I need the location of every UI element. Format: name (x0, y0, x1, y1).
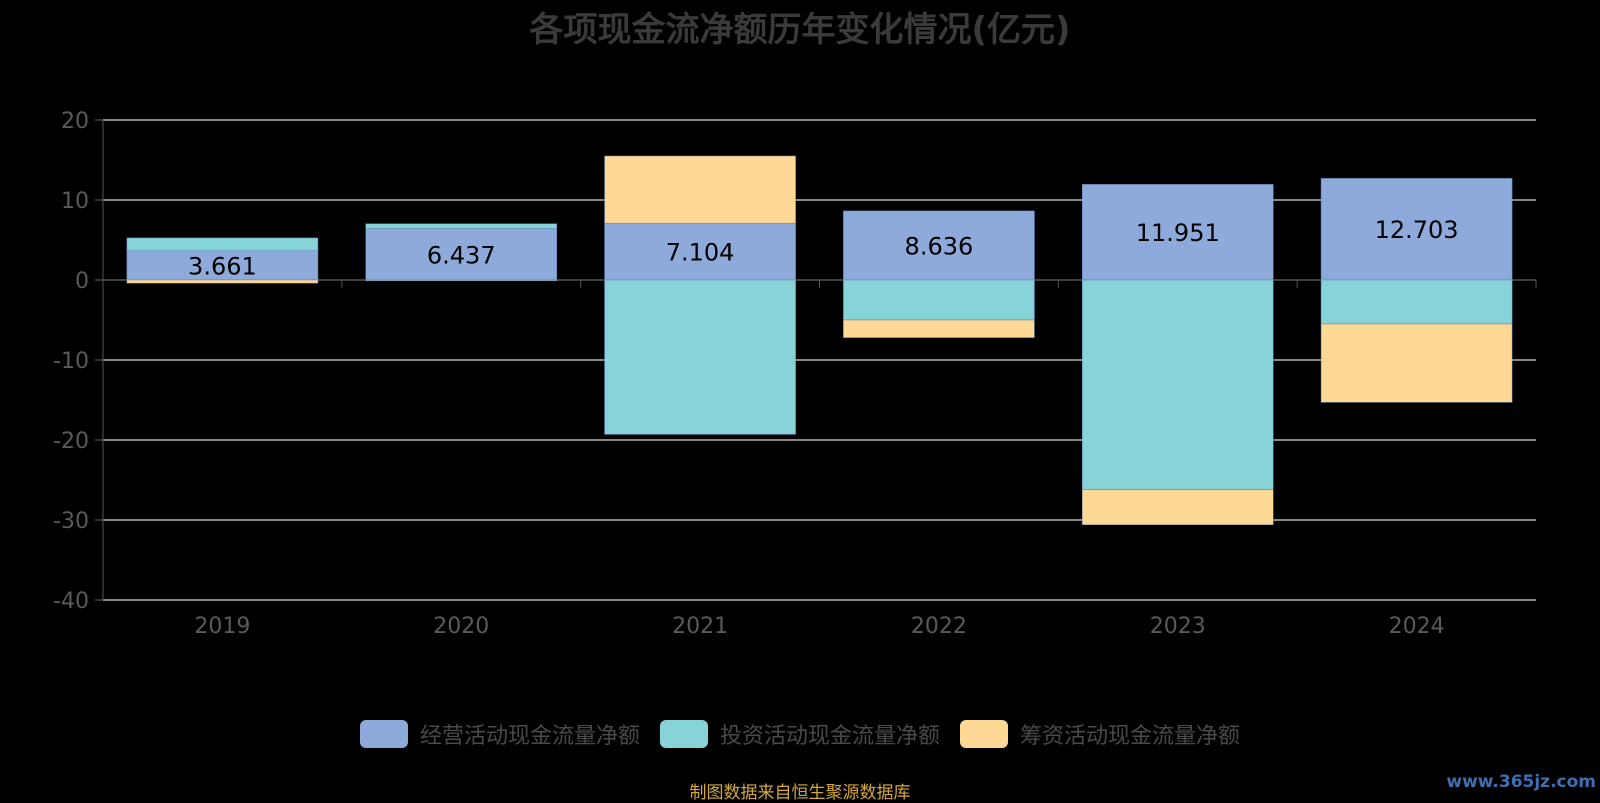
source-note: 制图数据来自恒生聚源数据库 (689, 783, 911, 803)
x-tick-label: 2023 (1150, 614, 1206, 639)
x-tick-label: 2019 (194, 614, 250, 639)
legend-swatch-investing (659, 720, 708, 748)
y-tick-label: -30 (53, 509, 89, 534)
x-tick-label: 2020 (433, 614, 489, 639)
bar-segment-investing[interactable] (365, 223, 558, 229)
bar-segment-operating[interactable] (365, 228, 558, 281)
data-label: 7.104 (666, 239, 735, 267)
bar-segment-operating[interactable] (1081, 184, 1274, 281)
bar-segment-investing[interactable] (604, 279, 796, 435)
bar-segment-investing[interactable] (843, 279, 1035, 321)
bar-segment-investing[interactable] (126, 237, 319, 251)
legend: 经营活动现金流量净额 投资活动现金流量净额 筹资活动现金流量净额 (0, 718, 1600, 750)
y-tick-label: -40 (53, 589, 89, 614)
y-tick-label: 20 (61, 109, 89, 134)
chart-title: 各项现金流净额历年变化情况(亿元) (529, 10, 1071, 50)
legend-swatch-financing (960, 720, 1008, 748)
bar-segment-financing[interactable] (126, 279, 319, 284)
data-label: 12.703 (1375, 216, 1459, 244)
x-tick-label: 2022 (911, 614, 967, 639)
legend-swatch-operating (359, 720, 408, 748)
bar-segment-financing[interactable] (604, 155, 796, 224)
legend-label-financing: 筹资活动现金流量净额 (1020, 724, 1241, 749)
legend-label-investing: 投资活动现金流量净额 (719, 724, 940, 749)
axes: 20 10 0 -10 -20 -30 -40 2019 2020 2021 2022 2023 202… (53, 109, 1537, 639)
legend-item-investing[interactable]: 投资活动现金流量净额 (659, 718, 940, 750)
y-tick-label: 10 (61, 189, 89, 214)
bar-segment-investing[interactable] (1081, 279, 1274, 490)
legend-item-operating[interactable]: 经营活动现金流量净额 (359, 718, 640, 750)
bar-segment-financing[interactable] (843, 319, 1035, 338)
x-tick-label: 2024 (1389, 614, 1445, 639)
data-label: 3.661 (188, 252, 257, 280)
data-label: 8.636 (905, 232, 974, 260)
legend-item-financing[interactable]: 筹资活动现金流量净额 (960, 718, 1240, 750)
watermark: www.365jz.com (1446, 772, 1596, 792)
data-label: 11.951 (1136, 219, 1220, 247)
legend-label-operating: 经营活动现金流量净额 (419, 724, 640, 749)
bar-stacks (126, 155, 1513, 526)
data-labels: 3.661 6.437 7.104 8.636 11.951 12.703 (188, 216, 1459, 280)
y-tick-label: -10 (53, 349, 89, 374)
x-tick-label: 2021 (672, 614, 728, 639)
y-tick-label: -20 (53, 429, 89, 454)
bar-segment-operating[interactable] (843, 210, 1035, 281)
bar-segment-financing[interactable] (1081, 489, 1274, 526)
bar-segment-financing[interactable] (1320, 323, 1513, 403)
y-tick-label: 0 (75, 269, 89, 294)
data-label: 6.437 (427, 241, 496, 269)
bar-segment-operating[interactable] (1320, 178, 1513, 281)
bar-segment-financing[interactable] (365, 279, 558, 282)
bar-segment-investing[interactable] (1320, 279, 1513, 325)
